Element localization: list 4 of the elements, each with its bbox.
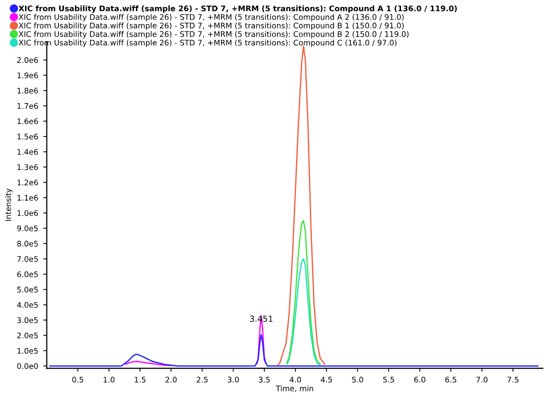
line-series: [286, 220, 321, 365]
line-series: [277, 46, 326, 366]
line-series: [286, 258, 320, 366]
line-series: [49, 334, 538, 367]
